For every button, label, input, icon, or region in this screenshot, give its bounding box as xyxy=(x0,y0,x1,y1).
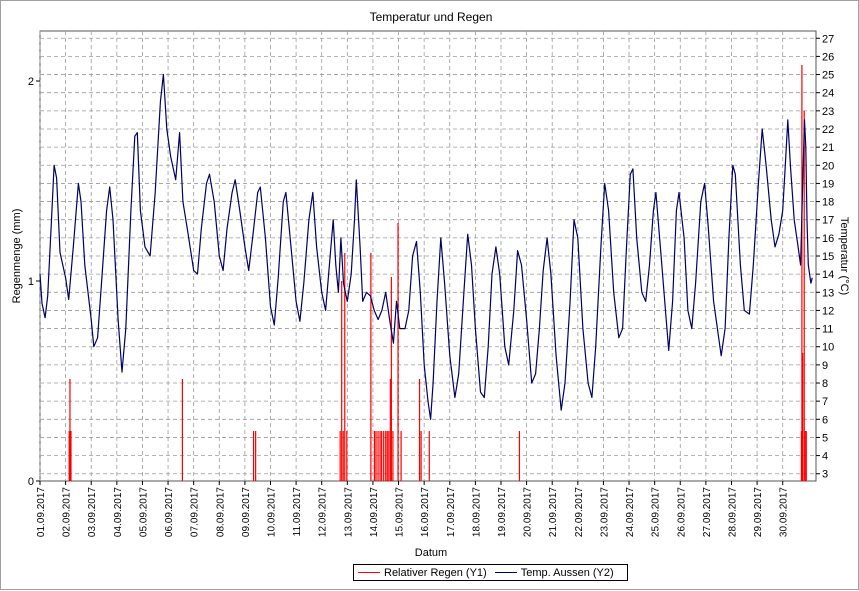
legend-item-rain: Relativer Regen (Y1) xyxy=(358,567,487,579)
y1-tick-label: 0 xyxy=(28,476,34,488)
x-tick-label: 19.09.2017 xyxy=(497,487,508,537)
x-tick-label: 18.09.2017 xyxy=(471,487,482,537)
y2-tick-label: 19 xyxy=(822,178,834,190)
y2-tick-label: 26 xyxy=(822,51,834,63)
x-tick-label: 10.09.2017 xyxy=(266,487,277,537)
x-tick-label: 05.09.2017 xyxy=(138,487,149,537)
y2-axis-label: Temperatur (°C) xyxy=(838,217,850,295)
legend-label-temp: Temp. Aussen (Y2) xyxy=(520,566,614,579)
y2-axis: 3 4 5 6 7 8 9 10 11 12 13 14 15 16 17 18 19 20 21 22 23 24 25 2… xyxy=(816,33,834,481)
y2-tick-label: 15 xyxy=(822,251,834,263)
legend-swatch-rain xyxy=(358,572,380,573)
x-tick-label: 06.09.2017 xyxy=(164,487,175,537)
y1-axis: 0 1 2 xyxy=(28,76,40,488)
x-tick-label: 09.09.2017 xyxy=(241,487,252,537)
x-tick-label: 29.09.2017 xyxy=(753,487,764,537)
y2-tick-label: 21 xyxy=(822,142,834,154)
x-tick-label: 12.09.2017 xyxy=(318,487,329,537)
y2-tick-label: 20 xyxy=(822,160,834,172)
y2-tick-label: 22 xyxy=(822,124,834,136)
x-tick-label: 26.09.2017 xyxy=(676,487,687,537)
temp-series xyxy=(39,73,813,420)
x-tick-label: 23.09.2017 xyxy=(599,487,610,537)
x-tick-label: 07.09.2017 xyxy=(190,487,201,537)
x-tick-label: 13.09.2017 xyxy=(343,487,354,537)
y2-tick-label: 3 xyxy=(822,469,828,481)
y2-tick-label: 10 xyxy=(822,342,834,354)
x-tick-label: 14.09.2017 xyxy=(369,487,380,537)
x-tick-label: 15.09.2017 xyxy=(395,487,406,537)
y2-tick-label: 11 xyxy=(822,324,833,336)
x-tick-label: 11.09.2017 xyxy=(292,487,303,537)
y2-tick-label: 13 xyxy=(822,287,834,299)
y2-tick-label: 12 xyxy=(822,305,834,317)
legend-item-temp: Temp. Aussen (Y2) xyxy=(494,566,614,579)
x-tick-label: 25.09.2017 xyxy=(651,487,662,537)
y2-tick-label: 23 xyxy=(822,106,834,118)
chart-legend: Relativer Regen (Y1) Temp. Aussen (Y2) xyxy=(353,564,628,581)
y1-tick-label: 2 xyxy=(28,76,34,88)
y2-tick-label: 8 xyxy=(822,378,828,390)
y2-tick-label: 6 xyxy=(822,414,828,426)
x-tick-label: 02.09.2017 xyxy=(62,487,73,537)
y2-tick-label: 27 xyxy=(822,33,834,45)
x-tick-label: 03.09.2017 xyxy=(87,487,98,537)
x-tick-label: 21.09.2017 xyxy=(548,487,559,537)
y2-tick-label: 25 xyxy=(822,70,834,82)
y2-tick-label: 7 xyxy=(822,396,828,408)
x-tick-label: 04.09.2017 xyxy=(113,487,124,537)
temp-line xyxy=(39,73,813,420)
x-tick-label: 08.09.2017 xyxy=(215,487,226,537)
x-tick-label: 22.09.2017 xyxy=(574,487,585,537)
legend-swatch-temp xyxy=(494,572,517,573)
y2-tick-label: 4 xyxy=(822,451,828,463)
x-axis-label: Datum xyxy=(415,547,447,559)
legend-label-rain: Relativer Regen (Y1) xyxy=(384,566,487,579)
chart-title: Temperatur und Regen xyxy=(370,10,493,24)
x-tick-label: 01.09.2017 xyxy=(36,487,47,537)
x-tick-label: 30.09.2017 xyxy=(779,487,790,537)
x-tick-label: 16.09.2017 xyxy=(420,487,431,537)
x-tick-label: 28.09.2017 xyxy=(727,487,738,537)
y1-axis-label: Regenmenge (mm) xyxy=(11,209,23,304)
y1-tick-label: 1 xyxy=(28,276,34,288)
y2-tick-label: 9 xyxy=(822,360,828,372)
x-tick-label: 24.09.2017 xyxy=(625,487,636,537)
rain-series xyxy=(68,65,807,481)
x-tick-label: 17.09.2017 xyxy=(446,487,457,537)
y2-tick-label: 18 xyxy=(822,197,834,209)
y2-tick-label: 17 xyxy=(822,215,834,227)
y2-tick-label: 14 xyxy=(822,269,834,281)
y2-tick-label: 5 xyxy=(822,432,828,444)
x-tick-label: 20.09.2017 xyxy=(523,487,534,537)
y2-tick-label: 24 xyxy=(822,88,834,100)
x-axis: 01.09.2017 02.09.2017 03.09.2017 04.09.2017… xyxy=(36,481,790,537)
y2-tick-label: 16 xyxy=(822,233,834,245)
x-tick-label: 27.09.2017 xyxy=(702,487,713,537)
